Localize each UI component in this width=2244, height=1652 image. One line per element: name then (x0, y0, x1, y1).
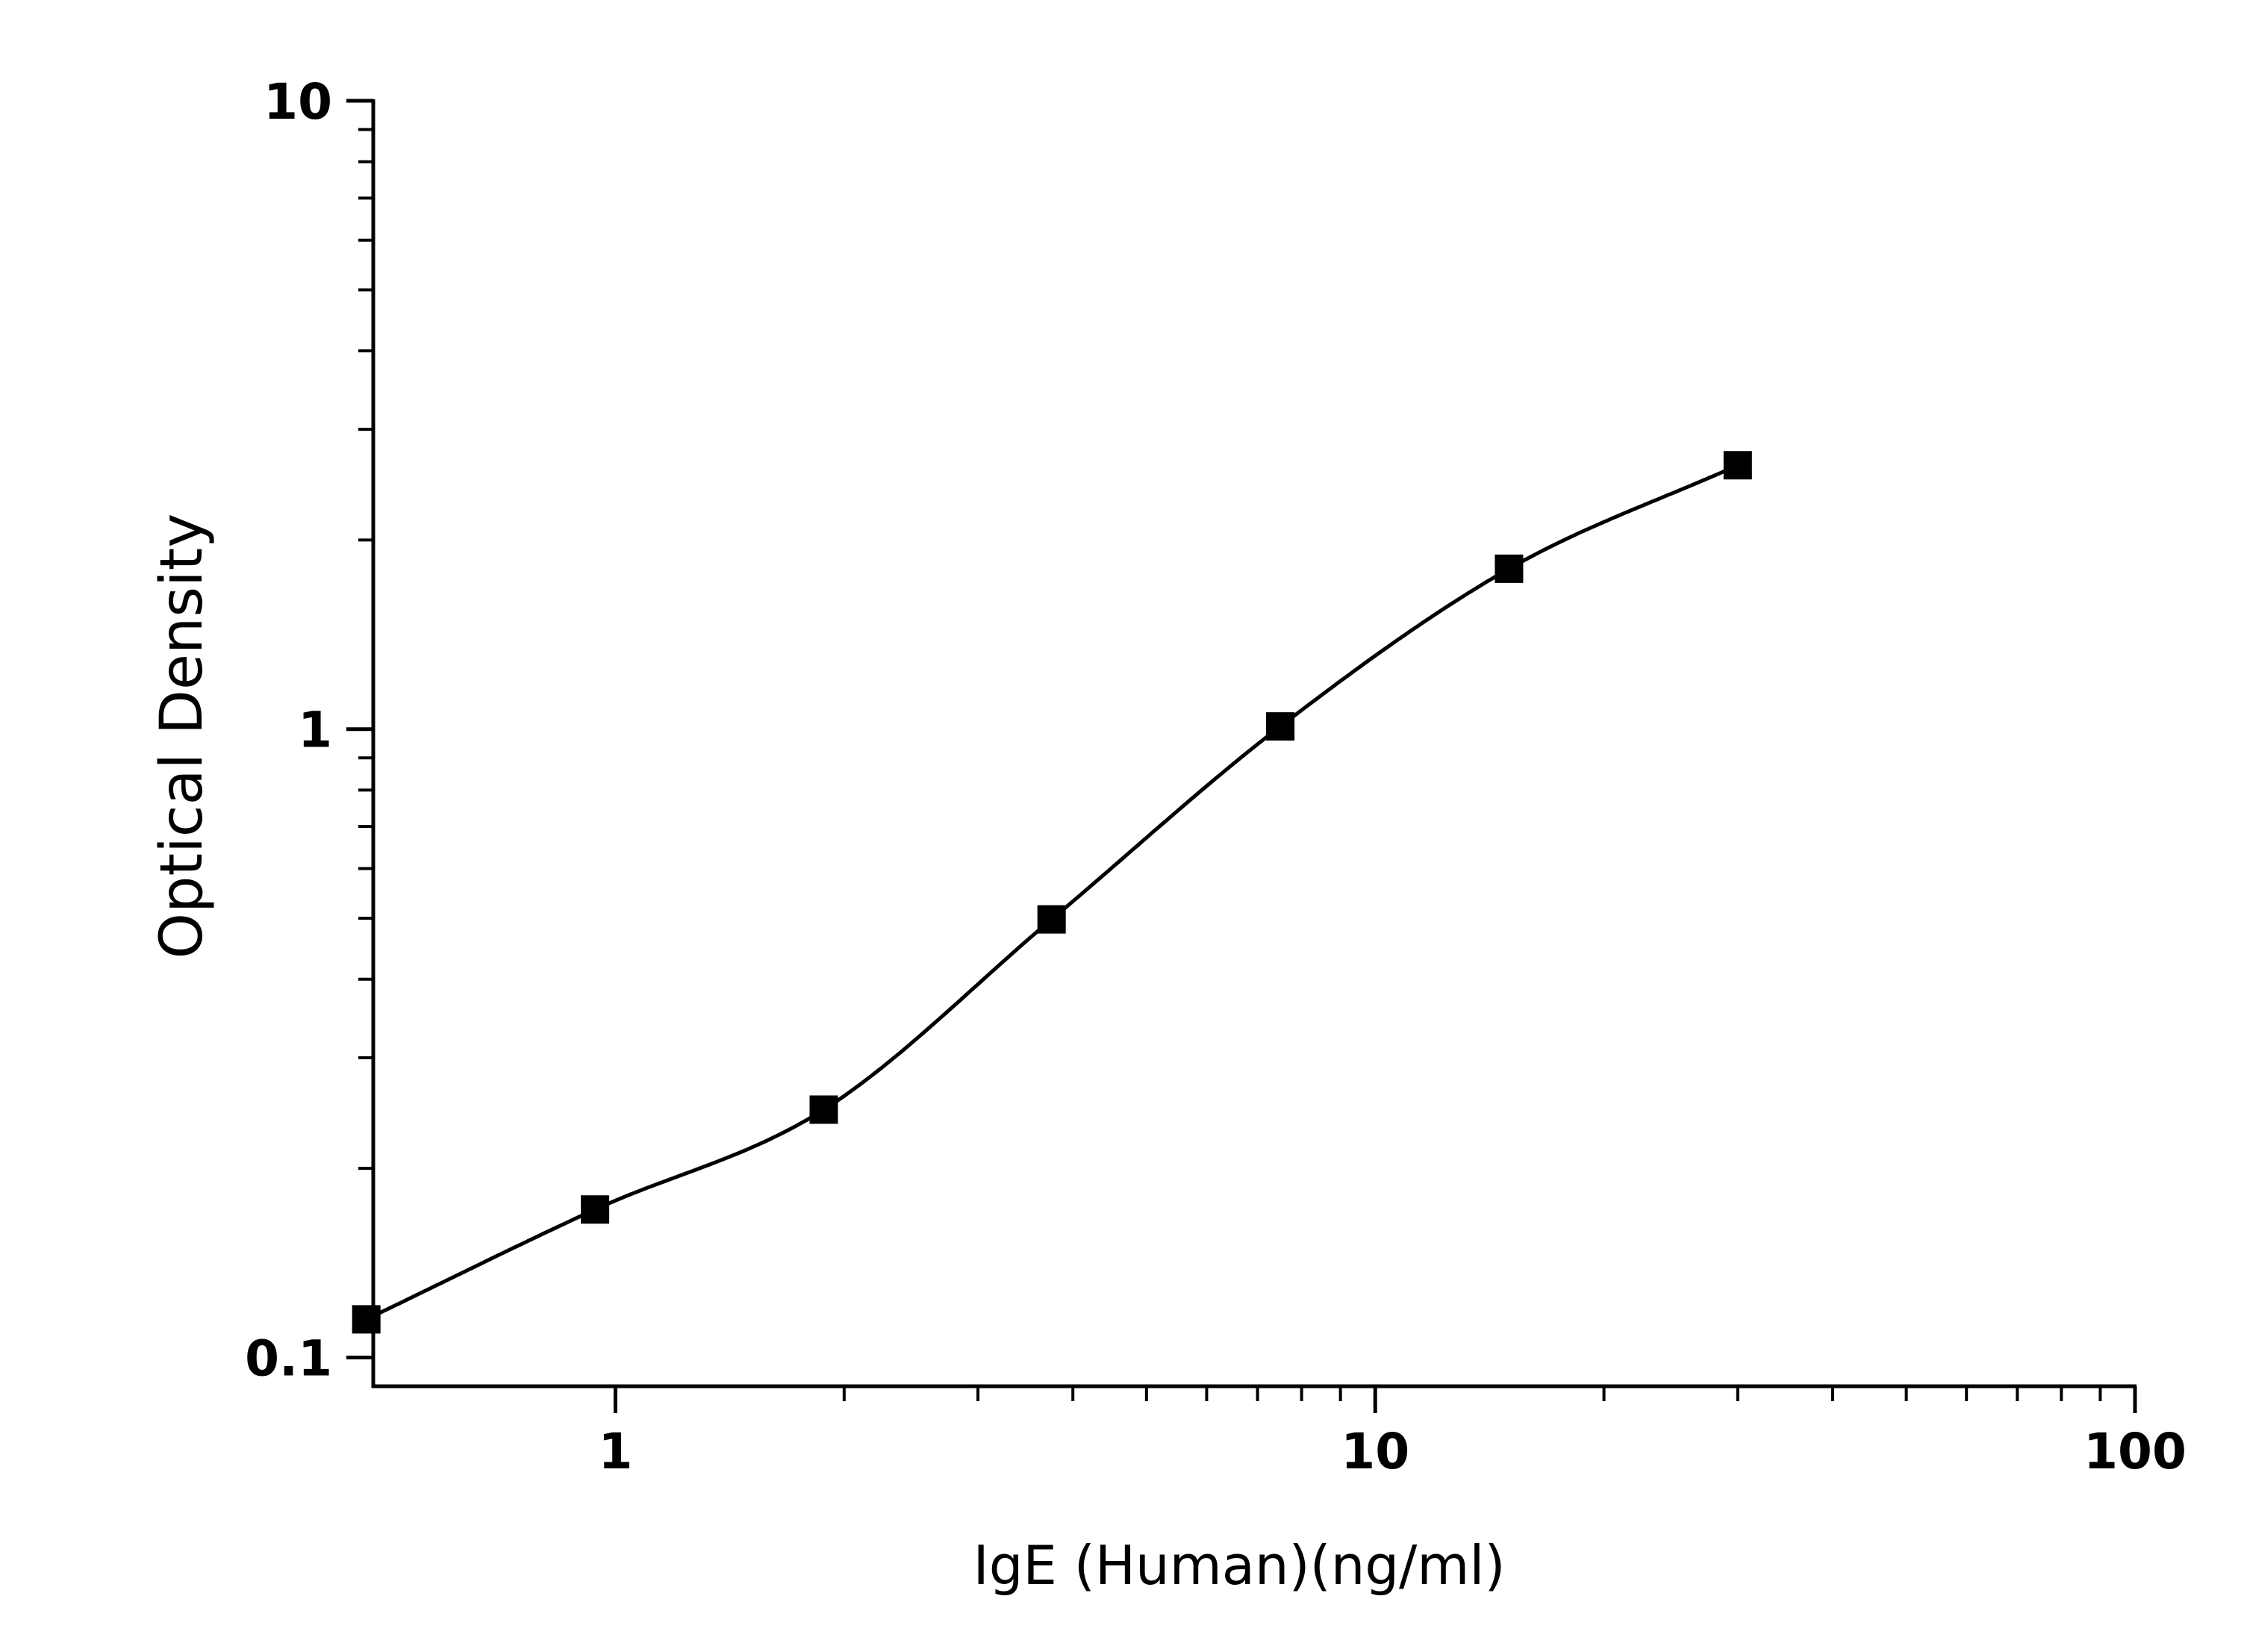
fit-curve (365, 463, 1739, 1321)
data-point-marker (1266, 712, 1295, 741)
x-minor-ticks (842, 1386, 2102, 1401)
x-major-ticks (613, 1386, 2137, 1413)
x-axis-title: IgE (Human)(ng/ml) (973, 1534, 1505, 1597)
y-axis-title: Optical Density (149, 514, 216, 959)
x-tick-label: 10 (1341, 1423, 1409, 1480)
x-tick-labels: 1 10 100 (598, 1423, 2186, 1480)
y-tick-label: 0.1 (245, 1330, 332, 1387)
x-tick-label: 1 (598, 1423, 632, 1480)
data-point-marker (809, 1095, 838, 1124)
plot-area: 1 10 100 0.1 1 10 (245, 73, 2187, 1480)
data-point-marker (1723, 451, 1752, 480)
y-major-ticks (346, 99, 373, 1359)
data-point-marker (1495, 554, 1524, 583)
data-points (352, 451, 1752, 1334)
data-point-marker (1037, 905, 1066, 934)
data-point-marker (352, 1305, 381, 1334)
data-point-marker (581, 1195, 610, 1224)
y-minor-ticks (358, 128, 373, 1171)
y-tick-label: 10 (264, 73, 332, 131)
y-tick-label: 1 (298, 702, 332, 759)
y-tick-labels: 0.1 1 10 (245, 73, 332, 1387)
x-tick-label: 100 (2084, 1423, 2187, 1480)
